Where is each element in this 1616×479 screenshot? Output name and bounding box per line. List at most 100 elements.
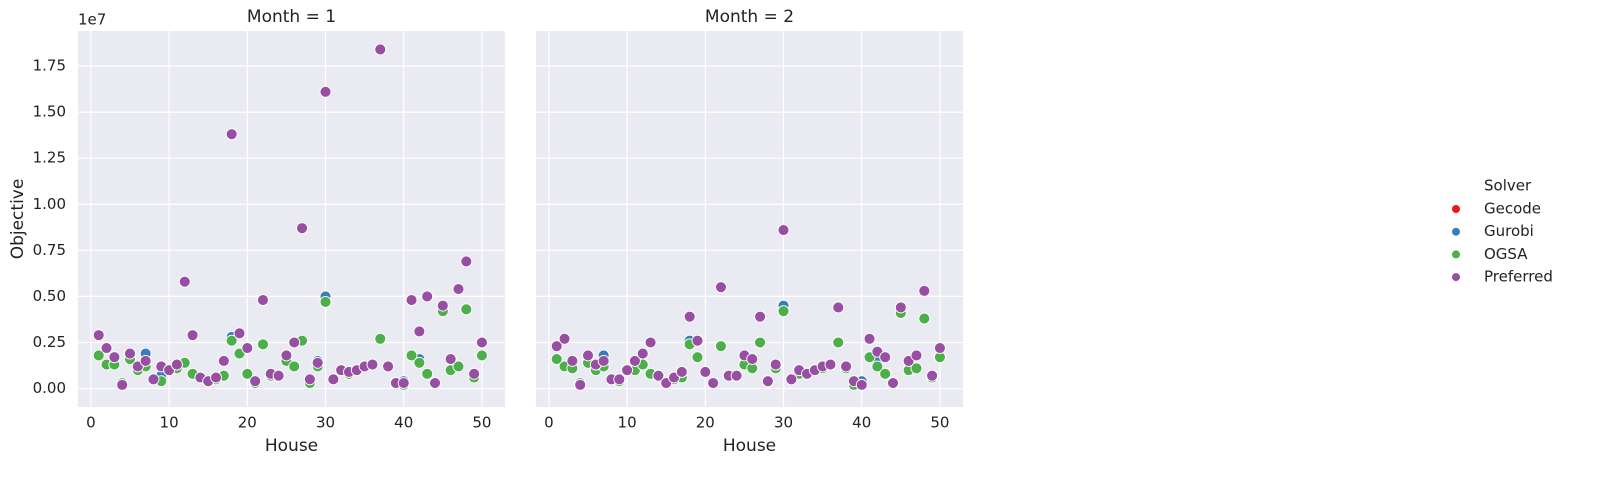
point (879, 351, 892, 364)
point (319, 85, 332, 98)
x-tick-label: 20 (238, 414, 257, 432)
point (257, 294, 269, 307)
legend-title: Solver (1484, 177, 1532, 195)
point (824, 358, 837, 371)
point (303, 373, 316, 386)
point (233, 327, 246, 340)
legend-label: Preferred (1484, 268, 1553, 286)
point (621, 364, 634, 377)
point (918, 284, 931, 297)
point (468, 367, 481, 380)
point (707, 377, 720, 389)
point (186, 329, 199, 342)
y-tick-label: 1.00 (33, 195, 66, 213)
point (691, 351, 704, 364)
y-tick-label: 1.75 (33, 57, 66, 75)
point (574, 378, 587, 391)
x-axis-label: House (265, 436, 318, 456)
point (777, 224, 790, 237)
point (257, 338, 269, 351)
point (566, 354, 579, 367)
point (92, 349, 105, 362)
point (918, 312, 931, 325)
point (436, 299, 449, 312)
y-offset-label: 1e7 (78, 11, 106, 29)
point (840, 360, 853, 373)
x-tick-label: 40 (852, 414, 871, 432)
legend-label: Gecode (1484, 200, 1541, 218)
legend-label: OGSA (1484, 245, 1528, 263)
point (319, 295, 332, 308)
point (241, 342, 254, 354)
point (460, 303, 473, 316)
point (210, 371, 222, 384)
y-tick-label: 0.50 (33, 287, 66, 305)
point (413, 325, 426, 338)
point (777, 305, 790, 318)
legend-marker (1452, 227, 1460, 236)
point (832, 301, 845, 314)
point (675, 366, 688, 378)
point (761, 375, 774, 388)
point (178, 275, 191, 288)
point (249, 375, 262, 388)
point (855, 378, 868, 391)
point (124, 347, 136, 360)
point (366, 358, 379, 371)
point (550, 340, 563, 353)
legend-marker (1452, 250, 1460, 259)
x-tick-label: 40 (394, 414, 413, 432)
x-tick-label: 50 (930, 414, 949, 432)
point (879, 367, 892, 380)
x-tick-label: 30 (774, 414, 793, 432)
point (582, 349, 594, 362)
point (288, 360, 301, 373)
x-tick-label: 20 (696, 414, 715, 432)
x-tick-label: 0 (86, 414, 96, 432)
point (730, 369, 743, 382)
point (926, 369, 939, 382)
point (475, 349, 488, 362)
point (683, 310, 696, 323)
point (452, 283, 465, 295)
point (550, 353, 563, 366)
point (405, 349, 418, 362)
point (746, 353, 759, 366)
point (475, 336, 488, 349)
y-axis-label: Objective (8, 179, 28, 260)
point (769, 358, 782, 371)
plot-area (536, 31, 963, 407)
legend-marker (1452, 205, 1460, 213)
y-tick-label: 1.50 (33, 103, 66, 121)
point (910, 349, 923, 362)
point (894, 301, 907, 314)
x-tick-label: 10 (618, 414, 637, 432)
point (397, 377, 410, 389)
point (444, 353, 457, 366)
point (887, 377, 899, 389)
point (170, 358, 183, 371)
point (116, 378, 129, 391)
point (429, 377, 441, 389)
point (311, 356, 324, 369)
point (754, 336, 767, 349)
point (225, 128, 238, 141)
y-tick-label: 0.25 (33, 333, 66, 351)
point (652, 369, 665, 382)
x-tick-label: 50 (472, 414, 491, 432)
point (272, 369, 285, 382)
point (280, 349, 293, 362)
point (597, 354, 610, 367)
point (382, 360, 395, 373)
point (628, 354, 641, 367)
panel-title: Month = 1 (247, 7, 336, 27)
point (405, 294, 418, 307)
point (644, 336, 657, 349)
y-tick-label: 1.25 (33, 149, 66, 167)
point (558, 332, 571, 345)
panel-title: Month = 2 (705, 7, 794, 27)
point (421, 367, 434, 380)
y-tick-label: 0.75 (33, 241, 66, 259)
point (100, 342, 113, 354)
